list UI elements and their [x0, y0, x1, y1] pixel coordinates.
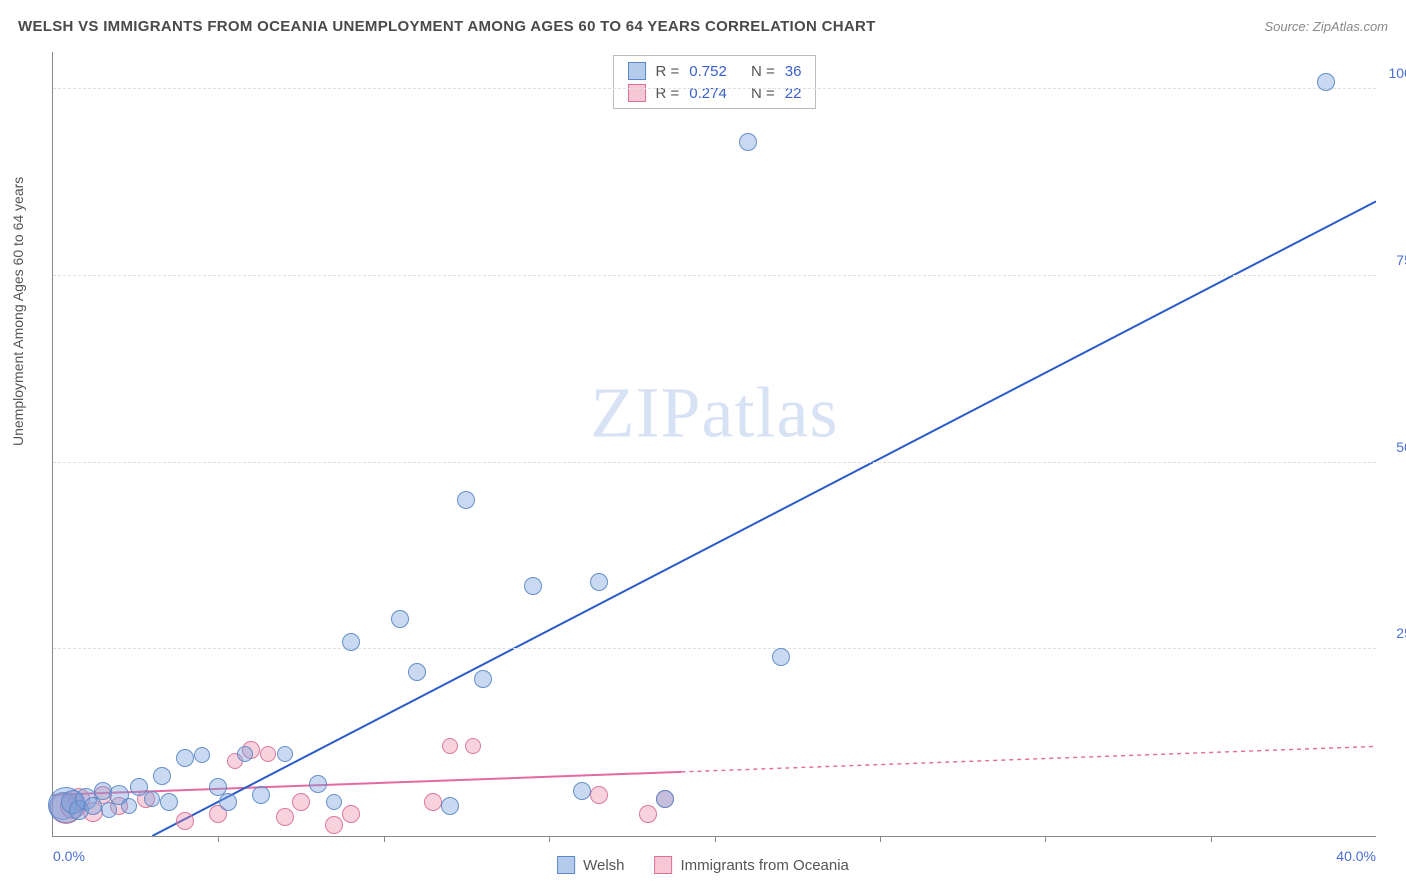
r-label: R =	[656, 63, 680, 80]
y-tick-label: 50.0%	[1381, 439, 1406, 455]
swatch-welsh	[628, 62, 646, 80]
x-tick-mark	[715, 836, 716, 842]
x-tick-label: 0.0%	[53, 848, 85, 864]
chart-header: WELSH VS IMMIGRANTS FROM OCEANIA UNEMPLO…	[18, 18, 1388, 35]
data-point	[160, 793, 178, 811]
x-tick-mark	[384, 836, 385, 842]
data-point	[590, 573, 608, 591]
data-point	[573, 782, 591, 800]
x-tick-mark	[880, 836, 881, 842]
data-point	[144, 791, 160, 807]
data-point	[153, 767, 171, 785]
data-point	[309, 775, 327, 793]
grid-line	[53, 88, 1376, 89]
swatch-oceania	[628, 84, 646, 102]
data-point	[524, 577, 542, 595]
x-tick-mark	[549, 836, 550, 842]
data-point	[325, 816, 343, 834]
data-point	[237, 746, 253, 762]
data-point	[342, 633, 360, 651]
data-point	[84, 797, 102, 815]
data-point	[1317, 73, 1335, 91]
scatter-plot-area: ZIPatlas R = 0.752 N = 36 R = 0.274 N = …	[52, 52, 1376, 837]
y-tick-label: 75.0%	[1381, 252, 1406, 268]
data-point	[219, 793, 237, 811]
data-point	[441, 797, 459, 815]
watermark-atlas: atlas	[702, 372, 839, 452]
watermark-zip: ZIP	[591, 372, 702, 452]
data-point	[326, 794, 342, 810]
x-tick-mark	[1045, 836, 1046, 842]
data-point	[176, 749, 194, 767]
data-point	[424, 793, 442, 811]
data-point	[342, 805, 360, 823]
data-point	[276, 808, 294, 826]
data-point	[474, 670, 492, 688]
data-point	[465, 738, 481, 754]
r-label: R =	[656, 85, 680, 102]
legend-row-oceania: R = 0.274 N = 22	[628, 82, 802, 104]
data-point	[739, 133, 757, 151]
n-label: N =	[751, 85, 775, 102]
welsh-label: Welsh	[583, 857, 624, 874]
data-point	[408, 663, 426, 681]
series-legend: Welsh Immigrants from Oceania	[557, 856, 849, 874]
grid-line	[53, 648, 1376, 649]
source-attribution: Source: ZipAtlas.com	[1264, 19, 1388, 34]
y-tick-label: 25.0%	[1381, 625, 1406, 641]
data-point	[292, 793, 310, 811]
data-point	[656, 790, 674, 808]
correlation-legend-box: R = 0.752 N = 36 R = 0.274 N = 22	[613, 55, 817, 109]
watermark: ZIPatlas	[591, 371, 839, 454]
data-point	[457, 491, 475, 509]
data-point	[194, 747, 210, 763]
n-label: N =	[751, 63, 775, 80]
legend-row-welsh: R = 0.752 N = 36	[628, 60, 802, 82]
grid-line	[53, 462, 1376, 463]
oceania-r-value: 0.274	[689, 85, 727, 102]
y-tick-label: 100.0%	[1381, 65, 1406, 81]
swatch-welsh	[557, 856, 575, 874]
regression-lines-svg	[53, 52, 1376, 836]
y-axis-label: Unemployment Among Ages 60 to 64 years	[10, 177, 26, 446]
data-point	[260, 746, 276, 762]
data-point	[391, 610, 409, 628]
swatch-oceania	[655, 856, 673, 874]
oceania-n-value: 22	[785, 85, 802, 102]
x-tick-label: 40.0%	[1336, 848, 1376, 864]
data-point	[277, 746, 293, 762]
grid-line	[53, 275, 1376, 276]
data-point	[176, 812, 194, 830]
data-point	[772, 648, 790, 666]
data-point	[442, 738, 458, 754]
welsh-n-value: 36	[785, 63, 802, 80]
data-point	[590, 786, 608, 804]
data-point	[252, 786, 270, 804]
x-tick-mark	[218, 836, 219, 842]
data-point	[639, 805, 657, 823]
chart-title: WELSH VS IMMIGRANTS FROM OCEANIA UNEMPLO…	[18, 18, 876, 35]
legend-item-oceania: Immigrants from Oceania	[655, 856, 849, 874]
legend-item-welsh: Welsh	[557, 856, 624, 874]
welsh-r-value: 0.752	[689, 63, 727, 80]
x-tick-mark	[1211, 836, 1212, 842]
data-point	[121, 798, 137, 814]
oceania-label: Immigrants from Oceania	[681, 857, 849, 874]
